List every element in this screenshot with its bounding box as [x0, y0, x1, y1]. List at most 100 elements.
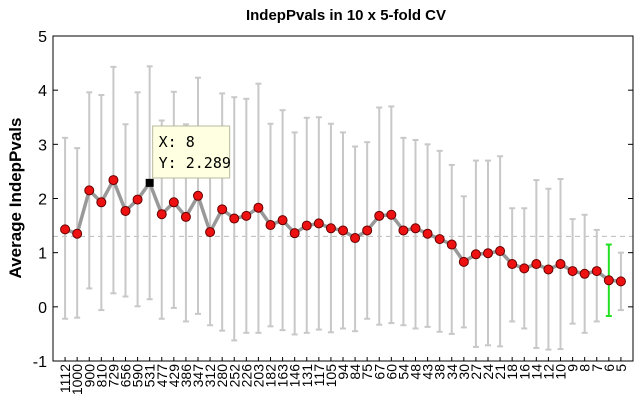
data-tip[interactable]: X: 8 Y: 2.289	[152, 125, 231, 179]
data-point[interactable]	[531, 259, 542, 270]
x-tick-label: 146	[287, 364, 303, 388]
x-tick-label: 5	[613, 364, 629, 372]
data-point[interactable]	[615, 276, 626, 287]
data-point[interactable]	[313, 218, 324, 229]
data-point[interactable]	[120, 205, 131, 216]
error-bar	[412, 139, 419, 330]
data-point[interactable]	[60, 224, 71, 235]
chart-title: IndepPvals in 10 x 5-fold CV	[246, 7, 446, 24]
x-tick-label: 30	[456, 364, 472, 380]
x-tick-label: 16	[516, 364, 532, 380]
data-point[interactable]	[386, 209, 397, 220]
data-point[interactable]	[470, 249, 481, 260]
x-tick-label: 9	[565, 364, 581, 372]
data-point[interactable]	[434, 234, 445, 245]
y-tick-label: 3	[38, 137, 47, 154]
data-point[interactable]	[84, 185, 95, 196]
data-point[interactable]	[325, 223, 336, 234]
data-point[interactable]	[265, 220, 276, 231]
x-tick-label: 252	[226, 364, 242, 388]
data-point[interactable]	[338, 225, 348, 236]
x-tick-label: 7	[589, 364, 605, 372]
data-point[interactable]	[241, 210, 252, 221]
x-tick-label: 531	[142, 364, 158, 388]
data-point[interactable]	[555, 259, 566, 270]
x-tick-label: 14	[528, 364, 544, 380]
x-tick-label: 24	[480, 364, 496, 380]
data-point[interactable]	[591, 266, 602, 277]
y-axis-ticks: -1 0 1 2 3 4 5	[33, 29, 633, 371]
data-point[interactable]	[156, 209, 167, 220]
x-tick-label: 43	[420, 364, 436, 380]
x-tick-label: 1000	[69, 364, 85, 395]
data-tip-y: Y: 2.289	[159, 154, 231, 172]
data-point[interactable]	[398, 225, 409, 236]
data-point[interactable]	[519, 263, 530, 274]
x-tick-label: 94	[335, 364, 351, 380]
x-tick-label: 75	[359, 364, 375, 380]
x-tick-label: 21	[492, 364, 508, 380]
data-point[interactable]	[289, 228, 300, 239]
x-tick-label: 280	[214, 364, 230, 388]
x-tick-label: 590	[130, 364, 146, 388]
x-tick-label: 131	[299, 364, 315, 388]
data-point[interactable]	[483, 248, 493, 259]
data-point[interactable]	[96, 197, 107, 208]
data-point[interactable]	[108, 175, 119, 186]
x-tick-label: 67	[371, 364, 387, 380]
x-tick-label: 900	[81, 364, 97, 388]
x-tick-label: 10	[553, 364, 569, 380]
data-point[interactable]	[374, 210, 385, 221]
data-point[interactable]	[193, 190, 203, 201]
data-point[interactable]	[567, 266, 578, 277]
y-tick-label: 4	[38, 83, 47, 100]
x-tick-label: 163	[275, 364, 291, 388]
data-point[interactable]	[410, 223, 421, 234]
data-point[interactable]	[205, 227, 216, 238]
data-point[interactable]	[507, 259, 518, 270]
x-tick-label: 117	[311, 364, 327, 387]
data-point[interactable]	[422, 228, 433, 239]
data-point[interactable]	[180, 211, 191, 222]
x-tick-label: 1112	[57, 364, 73, 393]
plot-area[interactable]	[52, 35, 634, 362]
data-point[interactable]	[217, 204, 228, 215]
data-point[interactable]	[301, 220, 312, 231]
data-tip-x: X: 8	[159, 133, 195, 151]
y-tick-label: 2	[38, 192, 47, 209]
data-point[interactable]	[350, 233, 361, 244]
x-tick-label: 312	[202, 364, 218, 388]
x-tick-label: 477	[154, 364, 170, 388]
x-tick-label: 84	[347, 364, 363, 380]
x-tick-label: 60	[383, 364, 399, 380]
data-point[interactable]	[446, 239, 457, 250]
y-tick-label: 0	[38, 300, 47, 317]
data-point[interactable]	[229, 213, 240, 224]
y-axis-label: Average IndepPvals	[6, 118, 25, 279]
x-tick-label: 226	[238, 364, 254, 388]
x-tick-label: 429	[166, 364, 182, 388]
x-tick-label: 54	[395, 364, 411, 380]
data-point-selected[interactable]	[145, 178, 154, 187]
x-tick-label: 38	[432, 364, 448, 380]
data-point[interactable]	[132, 194, 143, 205]
x-tick-label: 656	[118, 364, 134, 388]
y-tick-label: -1	[33, 354, 47, 371]
data-point[interactable]	[579, 268, 590, 279]
data-point[interactable]	[362, 225, 373, 236]
data-point[interactable]	[168, 197, 179, 208]
data-point[interactable]	[458, 256, 469, 267]
x-tick-label: 27	[468, 364, 484, 380]
x-tick-label: 182	[263, 364, 279, 388]
x-axis-ticks: 1112100090081072965659053147742938634731…	[57, 357, 629, 395]
data-point[interactable]	[495, 246, 506, 257]
data-tip-box	[152, 125, 231, 179]
data-point[interactable]	[253, 202, 264, 213]
data-point[interactable]	[277, 215, 288, 226]
y-tick-label: 1	[38, 246, 47, 263]
data-point[interactable]	[543, 264, 554, 275]
x-tick-label: 12	[540, 364, 556, 380]
data-point[interactable]	[72, 228, 83, 239]
data-point[interactable]	[603, 275, 614, 286]
x-tick-label: 8	[577, 364, 593, 372]
